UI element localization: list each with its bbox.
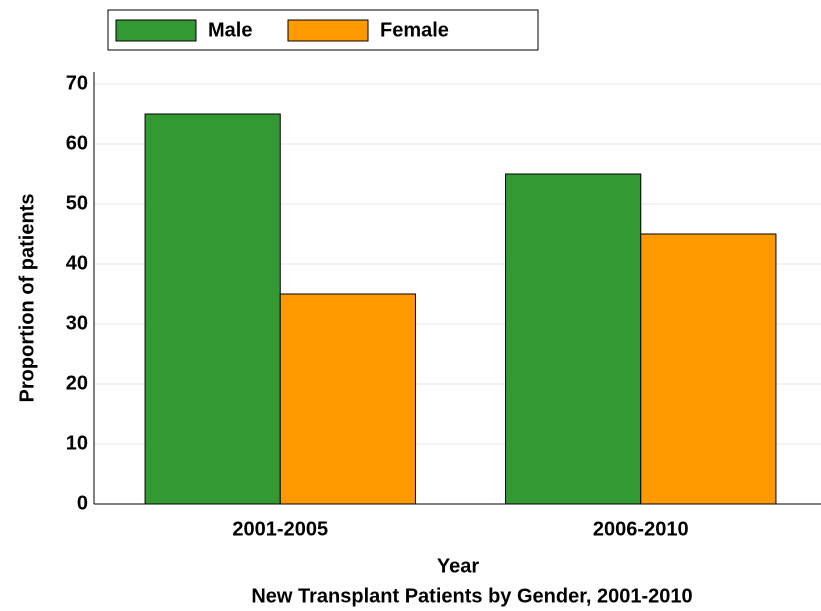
y-tick-label: 40 xyxy=(66,252,88,274)
y-tick-label: 60 xyxy=(66,132,88,154)
legend-label: Male xyxy=(208,19,252,41)
bar xyxy=(279,293,416,505)
legend-swatch xyxy=(287,19,369,42)
bar xyxy=(640,233,777,505)
bar xyxy=(505,173,642,505)
chart-title: New Transplant Patients by Gender, 2001-… xyxy=(251,585,692,607)
x-tick-label: 2001-2005 xyxy=(232,518,328,540)
y-tick-label: 20 xyxy=(66,372,88,394)
y-tick-label: 0 xyxy=(77,492,88,514)
y-tick-label: 50 xyxy=(66,192,88,214)
x-axis-label: Year xyxy=(437,555,479,577)
y-tick-label: 30 xyxy=(66,312,88,334)
legend-label: Female xyxy=(380,19,449,41)
bar xyxy=(144,113,281,505)
y-tick-label: 10 xyxy=(66,432,88,454)
legend-swatch xyxy=(115,19,197,42)
y-axis-label: Proportion of patients xyxy=(16,194,38,403)
y-tick-label: 70 xyxy=(66,72,88,94)
x-tick-label: 2006-2010 xyxy=(593,518,689,540)
